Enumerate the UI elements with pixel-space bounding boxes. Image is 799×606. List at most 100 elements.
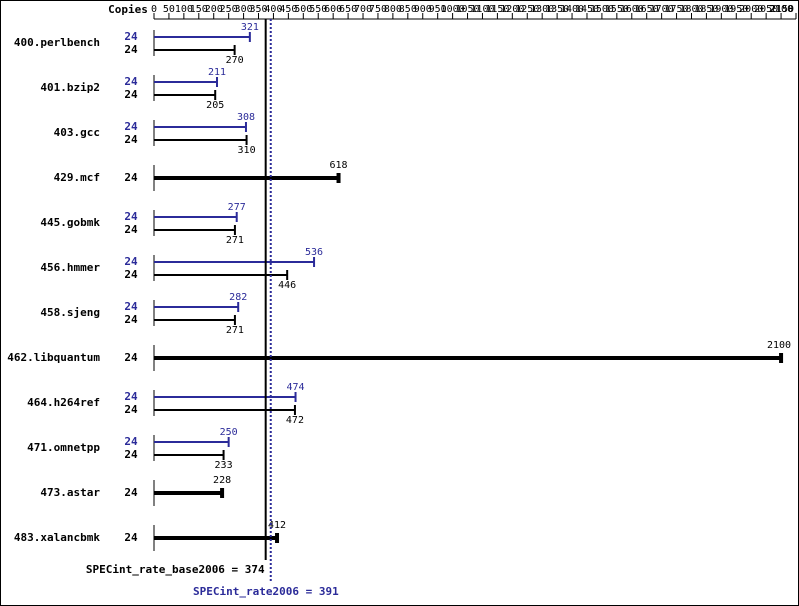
category-label: 400.perlbench	[14, 36, 100, 49]
copies-label: 24	[124, 171, 138, 184]
value-label: 282	[229, 292, 247, 303]
reference-label: SPECint_rate_base2006 = 374	[86, 563, 265, 576]
copies-label: 24	[124, 75, 138, 88]
value-label: 228	[213, 475, 231, 486]
x-tick-label: 550	[309, 4, 327, 15]
x-tick-label: 300	[235, 4, 253, 15]
x-tick-label: 1650	[635, 4, 659, 15]
x-tick-label: 1250	[515, 4, 539, 15]
copies-label: 24	[124, 223, 138, 236]
x-tick-label: 1000	[441, 4, 465, 15]
x-tick-label: 600	[324, 4, 342, 15]
value-label: 321	[241, 22, 259, 33]
x-tick-label: 1350	[545, 4, 569, 15]
x-tick-label: 1100	[470, 4, 494, 15]
copies-label: 24	[124, 313, 138, 326]
category-label: 429.mcf	[54, 171, 100, 184]
x-tick-label: 1300	[530, 4, 554, 15]
bar	[154, 405, 296, 415]
x-tick-label: 1800	[679, 4, 703, 15]
x-tick-label: 100	[175, 4, 193, 15]
copies-label: 24	[124, 351, 138, 364]
copies-label: 24	[124, 300, 138, 313]
value-label: 277	[228, 202, 246, 213]
copies-label: 24	[124, 30, 138, 43]
copies-label: 24	[124, 486, 138, 499]
x-tick-label: 1150	[485, 4, 509, 15]
category-label: 464.h264ref	[27, 396, 100, 409]
value-label: 308	[237, 112, 255, 123]
x-tick-label: 0	[151, 4, 157, 15]
bar	[154, 173, 341, 183]
category-label: 401.bzip2	[40, 81, 100, 94]
axis-header: Copies	[108, 3, 148, 16]
x-tick-label: 1050	[455, 4, 479, 15]
x-tick-label: 1950	[724, 4, 748, 15]
x-tick-label: 500	[294, 4, 312, 15]
x-tick-label: 400	[264, 4, 282, 15]
copies-label: 24	[124, 133, 138, 146]
copies-label: 24	[124, 403, 138, 416]
bar	[154, 225, 236, 235]
bar	[154, 315, 236, 325]
x-tick-label: 1550	[605, 4, 629, 15]
value-label: 474	[287, 382, 305, 393]
x-tick-label: 800	[384, 4, 402, 15]
copies-label: 24	[124, 120, 138, 133]
value-label: 310	[238, 145, 256, 156]
category-label: 458.sjeng	[40, 306, 100, 319]
category-label: 473.astar	[40, 486, 100, 499]
value-label: 270	[226, 55, 244, 66]
value-label: 446	[278, 280, 296, 291]
x-tick-label: 1700	[650, 4, 674, 15]
copies-label: 24	[124, 448, 138, 461]
bar	[154, 257, 316, 267]
x-tick-label: 1500	[590, 4, 614, 15]
bar	[154, 437, 230, 447]
bar	[154, 45, 236, 55]
copies-label: 24	[124, 531, 138, 544]
category-label: 456.hmmer	[40, 261, 100, 274]
category-label: 471.omnetpp	[27, 441, 100, 454]
x-tick-label: 950	[429, 4, 447, 15]
bar	[154, 450, 225, 460]
category-label: 483.xalancbmk	[14, 531, 100, 544]
value-label: 618	[330, 160, 348, 171]
x-tick-label: 200	[205, 4, 223, 15]
x-tick-label: 1600	[620, 4, 644, 15]
x-tick-label: 750	[369, 4, 387, 15]
bar	[154, 212, 238, 222]
category-label: 462.libquantum	[7, 351, 100, 364]
category-label: 403.gcc	[54, 126, 100, 139]
category-label: 445.gobmk	[40, 216, 100, 229]
bar	[154, 533, 280, 543]
x-tick-label: 350	[249, 4, 267, 15]
x-tick-label: 1450	[575, 4, 599, 15]
value-label: 2100	[767, 340, 791, 351]
x-tick-label: 450	[279, 4, 297, 15]
value-label: 205	[206, 100, 224, 111]
x-tick-label: 850	[399, 4, 417, 15]
bar	[154, 353, 784, 363]
copies-label: 24	[124, 88, 138, 101]
x-tick-label: 650	[339, 4, 357, 15]
value-label: 271	[226, 325, 244, 336]
x-tick-label: 1850	[694, 4, 718, 15]
x-tick-label: 2150	[770, 4, 794, 15]
value-label: 412	[268, 520, 286, 531]
value-label: 211	[208, 67, 226, 78]
x-tick-label: 2000	[739, 4, 763, 15]
bar	[154, 77, 219, 87]
x-tick-label: 1900	[709, 4, 733, 15]
copies-label: 24	[124, 390, 138, 403]
value-label: 271	[226, 235, 244, 246]
reference-label: SPECint_rate2006 = 391	[193, 585, 339, 598]
copies-label: 24	[124, 255, 138, 268]
copies-label: 24	[124, 268, 138, 281]
x-tick-label: 250	[220, 4, 238, 15]
value-label: 536	[305, 247, 323, 258]
bar	[154, 135, 248, 145]
copies-label: 24	[124, 435, 138, 448]
